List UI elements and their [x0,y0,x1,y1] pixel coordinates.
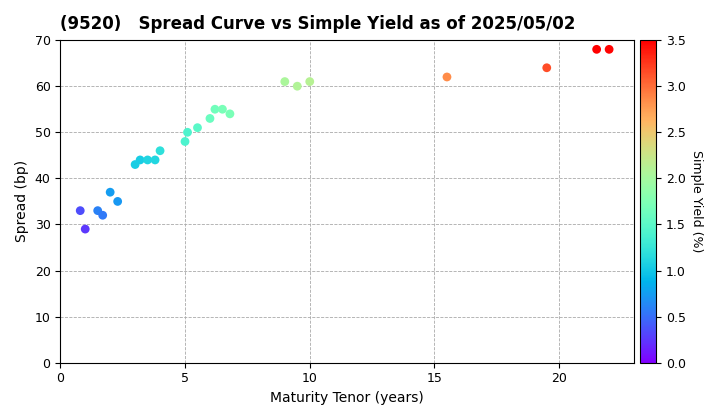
Point [74,207,86,214]
Point [92,207,104,214]
Point [135,157,146,163]
Point [142,157,153,163]
Point [292,83,303,89]
Point [217,106,228,113]
Point [149,157,161,163]
Point [154,147,166,154]
Point [541,64,552,71]
Point [130,161,141,168]
X-axis label: Maturity Tenor (years): Maturity Tenor (years) [270,391,424,405]
Text: (9520)   Spread Curve vs Simple Yield as of 2025/05/02: (9520) Spread Curve vs Simple Yield as o… [60,15,576,33]
Point [181,129,193,136]
Y-axis label: Spread (bp): Spread (bp) [15,160,29,242]
Point [97,212,109,218]
Y-axis label: Simple Yield (%): Simple Yield (%) [690,150,703,252]
Point [224,110,235,117]
Point [204,115,216,122]
Point [192,124,203,131]
Point [603,46,615,52]
Point [79,226,91,232]
Point [104,189,116,196]
Point [591,46,603,52]
Point [441,74,453,80]
Point [179,138,191,145]
Point [304,78,315,85]
Point [279,78,291,85]
Point [210,106,221,113]
Point [112,198,123,205]
